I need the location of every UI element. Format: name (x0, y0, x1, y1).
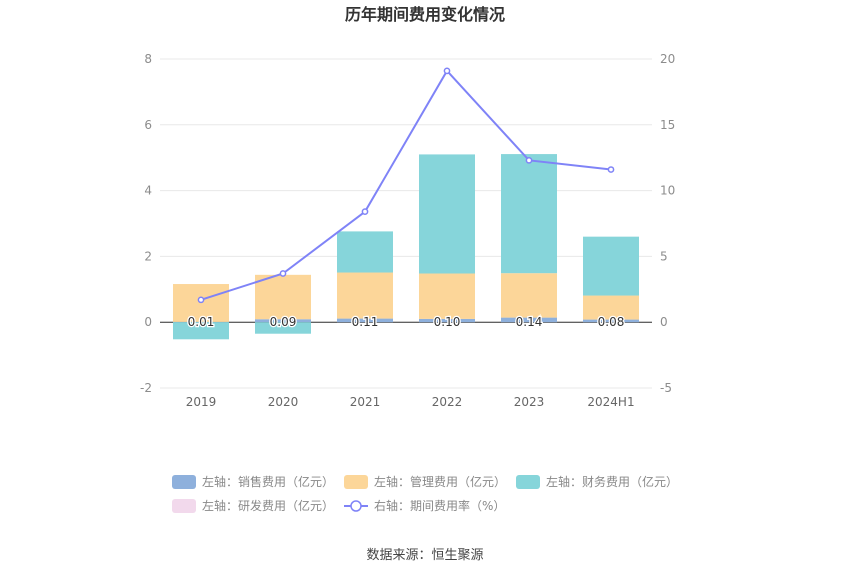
left-tick-label: -2 (140, 381, 152, 395)
legend-swatch (516, 475, 540, 489)
legend-label: 右轴：期间费用率（%） (374, 498, 505, 513)
bar-segment (419, 318, 475, 323)
legend-swatch (172, 475, 196, 489)
legend-label: 左轴：管理费用（亿元） (374, 474, 506, 489)
data-labels: 0.01 0.09 0.11 0.10 0.14 0.08 (186, 314, 625, 331)
data-label: 0.10 (434, 315, 461, 329)
bars (173, 154, 639, 340)
right-tick-label: 20 (660, 52, 675, 66)
x-tick-label: 2023 (514, 395, 545, 409)
legend-swatch (172, 499, 196, 513)
source-note: 数据来源：恒生聚源 (366, 548, 483, 563)
right-tick-label: 10 (660, 184, 675, 198)
right-axis: -5 0 5 10 15 20 (660, 52, 675, 395)
rate-line (197, 67, 615, 304)
bar-segment (501, 273, 557, 318)
data-label: 0.01 (188, 315, 215, 329)
right-tick-label: 0 (660, 315, 668, 329)
bar-segment (255, 319, 311, 323)
bar-segment (337, 231, 393, 273)
legend: 左轴：销售费用（亿元） 左轴：管理费用（亿元） 左轴：财务费用（亿元） 左轴：研发费用… (172, 474, 678, 513)
data-label: 0.09 (270, 315, 297, 329)
legend-marker (350, 500, 362, 512)
bar-segment (419, 154, 475, 274)
bar-segment (583, 236, 639, 296)
bar-segment (419, 273, 475, 319)
left-tick-label: 0 (144, 315, 152, 329)
legend-swatch (344, 475, 368, 489)
right-tick-label: 5 (660, 249, 668, 263)
bar-segment (173, 321, 229, 323)
bar-segment (501, 154, 557, 274)
left-tick-label: 6 (144, 118, 152, 132)
rate-point (607, 166, 615, 173)
left-tick-label: 4 (144, 184, 152, 198)
bar-segment (583, 295, 639, 320)
rate-point (443, 67, 451, 75)
rate-polyline (200, 69, 612, 301)
left-tick-label: 8 (144, 52, 152, 66)
legend-label: 左轴：销售费用（亿元） (202, 474, 334, 489)
data-label: 0.08 (598, 315, 625, 329)
left-axis: -2 0 2 4 6 8 (140, 52, 152, 395)
x-tick-label: 2021 (350, 395, 381, 409)
bar-segment (501, 317, 557, 323)
x-tick-label: 2019 (186, 395, 217, 409)
rate-point (525, 156, 533, 164)
bar-segment (337, 318, 393, 323)
legend-label: 左轴：研发费用（亿元） (202, 498, 334, 513)
data-label: 0.14 (516, 315, 543, 329)
x-tick-label: 2020 (268, 395, 299, 409)
rate-point (361, 208, 369, 216)
chart-title: 历年期间费用变化情况 (345, 5, 505, 24)
x-tick-label: 2024H1 (587, 395, 634, 409)
bar-segment (255, 274, 311, 320)
bar-segment (337, 272, 393, 319)
right-tick-label: -5 (660, 381, 672, 395)
bar-segment (583, 319, 639, 323)
rate-point (197, 296, 205, 304)
bar-segment (255, 322, 311, 334)
x-axis: 2019 2020 2021 2022 2023 2024H1 (186, 395, 635, 409)
rate-point (279, 270, 287, 277)
left-tick-label: 2 (144, 249, 152, 263)
legend-label: 左轴：财务费用（亿元） (546, 474, 678, 489)
grid (160, 58, 652, 389)
bar-segment (173, 322, 229, 340)
x-tick-label: 2022 (432, 395, 463, 409)
right-tick-label: 15 (660, 118, 675, 132)
data-label: 0.11 (352, 315, 379, 329)
